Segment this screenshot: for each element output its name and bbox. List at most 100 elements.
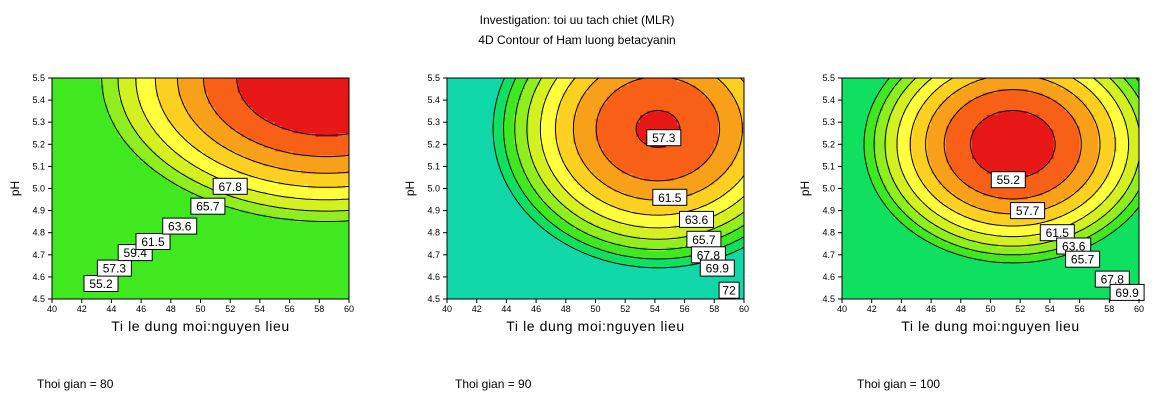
- contour-band-cell: [308, 273, 313, 278]
- contour-band-cell: [189, 92, 194, 98]
- contour-band-cell: [278, 236, 283, 241]
- contour-band-cell: [311, 247, 317, 252]
- contour-band-cell: [122, 192, 127, 197]
- contour-band-cell: [81, 232, 87, 237]
- contour-band-cell: [323, 225, 328, 230]
- contour-band-cell: [148, 276, 153, 282]
- contour-band-cell: [245, 254, 250, 260]
- contour-band-cell: [271, 151, 276, 156]
- contour-band-cell: [237, 133, 242, 138]
- contour-band-cell: [103, 147, 109, 153]
- contour-band-cell: [267, 89, 272, 94]
- contour-band-cell: [204, 162, 209, 167]
- contour-band-cell: [204, 140, 209, 145]
- contour-band-cell: [311, 89, 317, 94]
- contour-band-cell: [89, 262, 94, 267]
- contour-band-cell: [304, 269, 309, 274]
- contour-band-cell: [204, 136, 209, 142]
- contour-band-cell: [74, 129, 79, 134]
- contour-band-cell: [129, 203, 135, 208]
- contour-band-cell: [185, 184, 190, 190]
- contour-band-cell: [133, 96, 138, 101]
- contour-band-cell: [59, 111, 64, 116]
- contour-band-cell: [111, 195, 116, 201]
- contour-band-cell: [241, 229, 246, 234]
- contour-band-cell: [55, 203, 61, 208]
- contour-band-cell: [215, 166, 220, 171]
- contour-band-cell: [137, 166, 142, 171]
- contour-band-cell: [297, 229, 302, 234]
- contour-band-cell: [319, 199, 324, 204]
- y-tick-label: 5.2: [32, 139, 45, 149]
- contour-band-cell: [237, 159, 242, 164]
- contour-band-cell: [450, 159, 456, 164]
- contour-band-cell: [282, 287, 287, 293]
- contour-band-cell: [185, 181, 190, 186]
- contour-band-cell: [55, 129, 61, 134]
- contour-band-cell: [178, 287, 183, 293]
- contour-band-cell: [52, 273, 57, 278]
- contour-band-cell: [63, 159, 68, 164]
- contour-band-cell: [63, 269, 68, 274]
- contour-band-cell: [122, 229, 127, 234]
- contour-band-cell: [297, 188, 302, 193]
- contour-band-cell: [85, 159, 90, 164]
- contour-band-cell: [326, 240, 332, 245]
- contour-band-cell: [74, 217, 79, 223]
- contour-band-cell: [341, 287, 346, 293]
- contour-band-cell: [230, 221, 235, 226]
- contour-band-cell: [207, 240, 213, 245]
- contour-band-cell: [159, 181, 164, 186]
- contour-band-cell: [345, 243, 349, 249]
- contour-band-cell: [185, 262, 190, 267]
- contour-band-cell: [70, 107, 75, 112]
- contour-band-cell: [226, 229, 231, 234]
- contour-band-cell: [137, 181, 142, 186]
- contour-band-cell: [278, 100, 283, 105]
- contour-band-cell: [315, 199, 320, 204]
- contour-label: 57.3: [96, 259, 132, 277]
- contour-band-cell: [141, 184, 146, 190]
- contour-band-cell: [334, 147, 339, 153]
- contour-band-cell: [52, 251, 57, 256]
- contour-band-cell: [129, 114, 135, 120]
- contour-band-cell: [334, 276, 339, 282]
- contour-band-cell: [315, 243, 320, 249]
- contour-band-cell: [334, 251, 339, 256]
- contour-band-cell: [178, 258, 183, 263]
- contour-band-cell: [152, 162, 157, 167]
- contour-band-cell: [293, 118, 298, 123]
- contour-band-cell: [248, 265, 254, 271]
- contour-band-cell: [330, 287, 335, 293]
- contour-band-cell: [263, 181, 268, 186]
- contour-band-cell: [148, 217, 153, 223]
- contour-band-cell: [85, 81, 90, 86]
- contour-band-cell: [282, 232, 287, 237]
- contour-band-cell: [241, 162, 246, 167]
- contour-band-cell: [70, 166, 75, 171]
- contour-band-cell: [241, 78, 246, 83]
- contour-band-cell: [256, 284, 261, 289]
- contour-band-cell: [81, 195, 87, 201]
- contour-band-cell: [219, 225, 224, 230]
- contour-band-cell: [59, 210, 64, 215]
- contour-band-cell: [282, 225, 287, 230]
- contour-band-cell: [74, 81, 79, 86]
- contour-band-cell: [334, 144, 339, 149]
- contour-band-cell: [111, 85, 116, 90]
- contour-band-cell: [337, 217, 343, 223]
- contour-band-cell: [285, 203, 291, 208]
- contour-band-cell: [233, 273, 239, 278]
- contour-band-cell: [241, 140, 246, 145]
- contour-band-cell: [263, 247, 268, 252]
- contour-band-cell: [263, 96, 268, 101]
- contour-band-cell: [447, 144, 452, 149]
- contour-band-cell: [189, 243, 194, 249]
- contour-band-cell: [185, 162, 190, 167]
- contour-band-cell: [96, 203, 101, 208]
- contour-band-cell: [248, 125, 254, 131]
- contour-band-cell: [293, 188, 298, 193]
- contour-band-cell: [259, 140, 265, 145]
- contour-band-cell: [222, 232, 228, 237]
- contour-band-cell: [315, 247, 320, 252]
